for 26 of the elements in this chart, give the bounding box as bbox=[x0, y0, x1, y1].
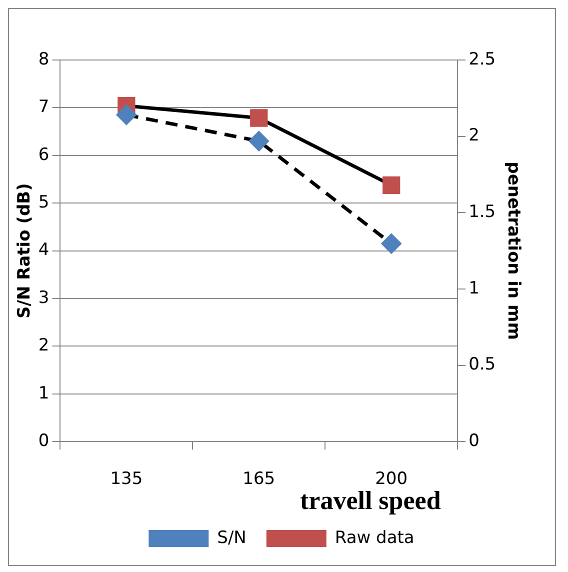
y2-tick-label: 2.5 bbox=[468, 49, 496, 70]
y-tick-label: 0 bbox=[38, 431, 50, 452]
point bbox=[250, 109, 268, 127]
point bbox=[382, 176, 400, 194]
legend-label: Raw data bbox=[334, 528, 414, 548]
y-tick-label: 5 bbox=[38, 192, 50, 213]
x-tick-label: 135 bbox=[110, 469, 143, 490]
y-tick-label: 8 bbox=[38, 49, 50, 70]
point bbox=[249, 131, 269, 151]
y2-tick-label: 2 bbox=[468, 126, 480, 146]
y-tick-label: 1 bbox=[38, 383, 50, 404]
y2-axis-title: penetration in mm bbox=[503, 162, 524, 340]
y2-tick-label: 1 bbox=[468, 278, 480, 298]
y-axis-title: S/N Ratio (dB) bbox=[14, 183, 35, 318]
y-tick-label: 3 bbox=[38, 288, 50, 308]
x-tick-label: 165 bbox=[242, 469, 276, 490]
y-tick-label: 7 bbox=[38, 97, 50, 118]
point bbox=[116, 105, 136, 125]
legend-label: S/N bbox=[217, 528, 246, 548]
y-tick-label: 4 bbox=[38, 240, 50, 260]
y-tick-label: 2 bbox=[38, 336, 50, 356]
y2-tick-label: 0 bbox=[468, 431, 480, 452]
y2-tick-label: 0.5 bbox=[468, 354, 496, 375]
y2-tick-label: 1.5 bbox=[468, 202, 496, 222]
point bbox=[382, 234, 402, 254]
y-tick-label: 6 bbox=[38, 144, 50, 165]
